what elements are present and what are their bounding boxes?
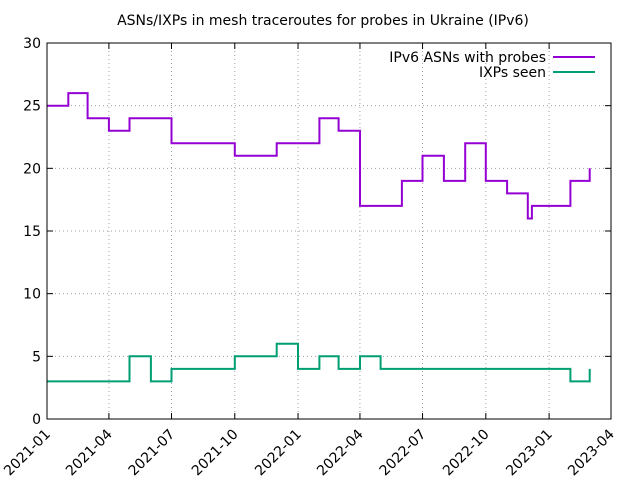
x-tick-label: 2023-01 [503, 427, 556, 480]
chart-title: ASNs/IXPs in mesh traceroutes for probes… [117, 13, 529, 29]
series-lines [46, 92, 591, 383]
y-tick-label: 0 [32, 412, 41, 428]
series-line-1 [47, 92, 591, 220]
series-line-2 [47, 342, 591, 383]
y-tick-label: 5 [32, 349, 41, 365]
grid [47, 43, 611, 419]
x-tick-label: 2021-04 [63, 426, 116, 479]
x-tick-label: 2022-10 [440, 427, 493, 480]
x-tick-label: 2021-07 [126, 427, 179, 480]
y-tick-label: 25 [23, 99, 41, 115]
plot-border [46, 42, 612, 420]
x-axis-tick-labels: 2021-01 2021-04 2021-07 2021-10 2022-01 2022-… [1, 426, 618, 479]
x-tick-label: 2021-01 [1, 427, 54, 480]
x-tick-label: 2023-04 [565, 426, 618, 479]
x-tick-label: 2022-01 [252, 427, 305, 480]
legend-label: IPv6 ASNs with probes [389, 50, 546, 66]
y-tick-label: 10 [23, 287, 41, 303]
y-tick-label: 20 [23, 161, 41, 177]
y-axis-tick-labels: 0 5 10 15 20 25 30 [23, 36, 41, 428]
y-tick-label: 15 [23, 224, 41, 240]
x-tick-label: 2022-07 [377, 427, 430, 480]
x-tick-label: 2022-04 [314, 426, 367, 479]
x-tick-label: 2021-10 [189, 427, 242, 480]
y-tick-label: 30 [23, 36, 41, 52]
legend-label: IXPs seen [479, 65, 546, 81]
